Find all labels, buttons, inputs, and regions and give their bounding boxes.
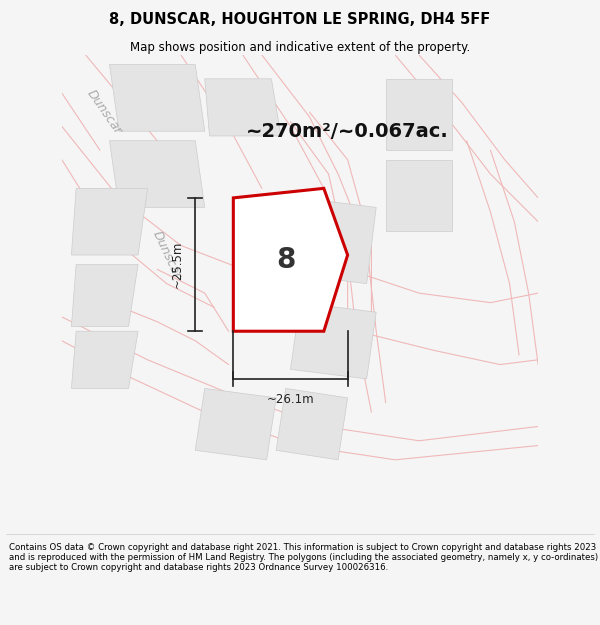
Text: ~26.1m: ~26.1m xyxy=(266,393,314,406)
Text: Contains OS data © Crown copyright and database right 2021. This information is : Contains OS data © Crown copyright and d… xyxy=(9,542,598,572)
Polygon shape xyxy=(205,79,281,136)
Polygon shape xyxy=(71,264,138,326)
Text: ~270m²/~0.067ac.: ~270m²/~0.067ac. xyxy=(246,122,449,141)
Polygon shape xyxy=(290,198,376,284)
Polygon shape xyxy=(386,160,452,231)
Polygon shape xyxy=(386,79,452,150)
Polygon shape xyxy=(71,188,148,255)
Polygon shape xyxy=(109,141,205,208)
Polygon shape xyxy=(290,302,376,379)
Polygon shape xyxy=(71,331,138,388)
Polygon shape xyxy=(109,64,205,131)
Text: Map shows position and indicative extent of the property.: Map shows position and indicative extent… xyxy=(130,41,470,54)
Polygon shape xyxy=(233,188,347,331)
Text: Dunscar: Dunscar xyxy=(150,229,184,281)
Text: 8: 8 xyxy=(276,246,295,274)
Text: ~25.5m: ~25.5m xyxy=(170,241,184,288)
Polygon shape xyxy=(276,388,347,460)
Text: 8, DUNSCAR, HOUGHTON LE SPRING, DH4 5FF: 8, DUNSCAR, HOUGHTON LE SPRING, DH4 5FF xyxy=(109,12,491,27)
Text: Dunscar: Dunscar xyxy=(85,88,125,137)
Polygon shape xyxy=(195,388,276,460)
